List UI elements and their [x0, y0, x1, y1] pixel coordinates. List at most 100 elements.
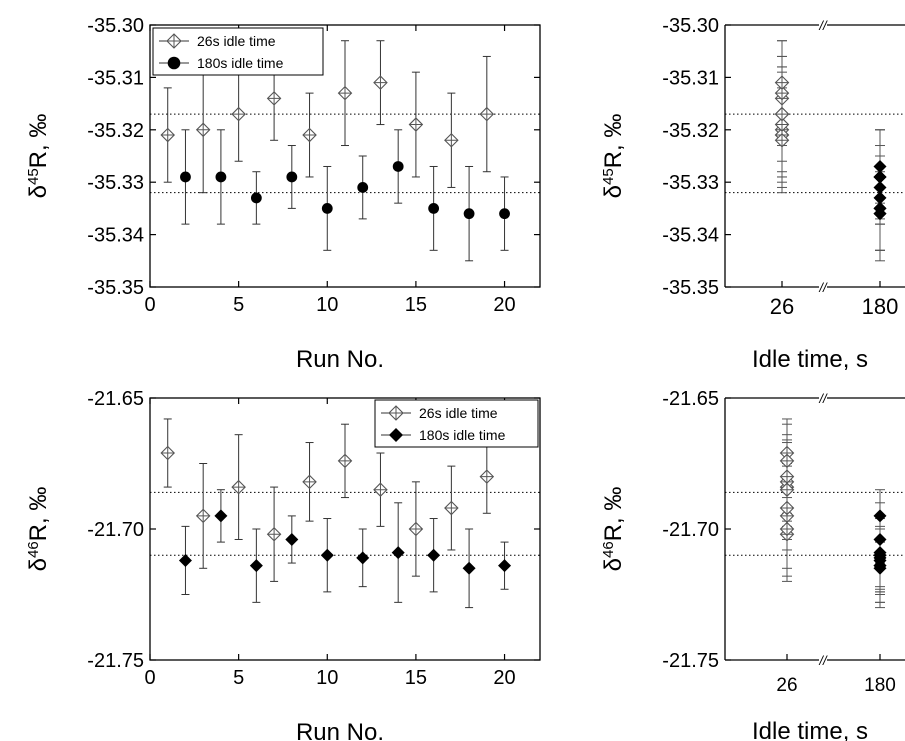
legend-marker: [389, 428, 403, 442]
data-point: [302, 127, 317, 143]
y-tick-label: -21.70: [662, 519, 719, 541]
data-point: [195, 508, 211, 524]
chart-panel-bottom-left: -21.75 -21.70 -21.65 δ46R, ‰ 0 5 10 15 20 Run No.…: [25, 388, 541, 741]
axis-break-mark: //: [818, 280, 828, 295]
data-point: [873, 207, 887, 221]
legend-box: [374, 399, 539, 448]
x-axis-label: Run No.: [296, 719, 384, 741]
data-point: [873, 180, 887, 194]
marker-cross: [232, 480, 246, 494]
data-point: [266, 91, 282, 106]
group-180: [873, 489, 887, 609]
data-point: [779, 508, 795, 524]
marker-cross: [232, 107, 246, 121]
marker-cross: [409, 118, 423, 132]
x-tick-label: 26: [776, 675, 797, 696]
marker-cross: [775, 133, 789, 147]
data-point: [408, 521, 424, 537]
group-180: [873, 129, 887, 262]
data-point: [408, 117, 424, 132]
chart-panel-bottom-right: // // -21.75 -21.70 -21.65 δ46R, ‰ 26 180 Idle t…: [600, 388, 905, 741]
data-point: [774, 133, 790, 148]
data-point: [428, 203, 440, 214]
marker-cross: [303, 475, 317, 489]
marker-cross: [196, 509, 210, 523]
data-point: [779, 453, 795, 469]
axis-break-mark: //: [818, 18, 828, 33]
x-axis-label: Idle time, s: [752, 718, 868, 741]
marker-cross: [373, 76, 387, 90]
marker-cross: [775, 76, 789, 90]
data-point: [285, 532, 299, 546]
data-point: [391, 546, 405, 560]
group-26: [779, 418, 795, 582]
marker-cross: [480, 107, 494, 121]
data-point: [873, 548, 887, 562]
data-point: [195, 122, 211, 138]
data-point: [774, 117, 790, 132]
marker-cross: [444, 133, 458, 147]
marker-cross: [338, 86, 352, 100]
data-point: [266, 526, 282, 542]
legend-label: 180s idle time: [419, 427, 506, 443]
data-point: [214, 509, 228, 523]
y-tick-label: -35.30: [87, 15, 144, 37]
data-point: [249, 559, 263, 573]
data-point: [479, 469, 495, 484]
data-point: [873, 191, 887, 205]
x-tick-label: 0: [144, 667, 155, 689]
data-point: [779, 482, 795, 497]
y-tick-label: -35.33: [87, 172, 144, 194]
x-tick-label: 180: [864, 675, 896, 696]
axis-break-gap: [819, 22, 827, 28]
marker-cross: [303, 128, 317, 142]
data-point: [498, 559, 512, 573]
data-point: [873, 509, 887, 523]
legend: 26s idle time 180s idle time: [374, 399, 539, 448]
data-point: [373, 482, 388, 497]
y-tick-label: -35.31: [662, 67, 719, 89]
data-point: [444, 133, 459, 148]
y-tick-label: -35.32: [87, 120, 144, 142]
marker-cross: [780, 454, 794, 468]
y-tick-label: -35.30: [662, 15, 719, 37]
chart-panel-top-left: -35.35 -35.34 -35.33 -35.32 -35.31 -35.30 δ45R…: [25, 15, 541, 373]
data-point: [779, 469, 795, 484]
data-point: [178, 553, 192, 567]
data-point: [250, 192, 262, 204]
axis-break-gap: [819, 395, 827, 401]
data-point: [180, 171, 191, 183]
data-point: [231, 479, 246, 495]
x-tick-label: 5: [233, 667, 244, 689]
x-tick-label: 0: [144, 294, 155, 316]
data-point: [321, 203, 333, 214]
x-tick-label: 20: [493, 294, 515, 316]
data-point: [779, 500, 795, 516]
marker-cross: [161, 446, 175, 460]
marker-cross: [780, 483, 794, 497]
data-point: [873, 170, 887, 184]
data-point: [463, 208, 475, 220]
y-tick-label: -35.34: [662, 225, 719, 247]
legend-marker: [167, 56, 181, 70]
marker-cross: [161, 128, 175, 142]
legend-marker: [388, 405, 404, 421]
chart-panel-top-right: // // -35.35 -35.34 -35.33 -35.32 -35.31 -35.30…: [600, 15, 905, 373]
data-point: [392, 161, 404, 172]
data-point: [873, 532, 887, 546]
legend-marker: [166, 33, 182, 49]
x-tick-label: 10: [316, 667, 338, 689]
axis-break-mark: //: [818, 653, 828, 668]
series-26s: [160, 40, 495, 194]
legend-label: 26s idle time: [197, 33, 276, 49]
data-point: [873, 559, 887, 573]
legend-box: [152, 27, 324, 76]
x-tick-label: 10: [316, 294, 338, 316]
y-tick-label: -21.75: [662, 650, 719, 672]
data-point: [444, 500, 459, 516]
legend: 26s idle time 180s idle time: [152, 27, 324, 76]
y-tick-label: -21.65: [87, 388, 144, 410]
data-point: [427, 548, 441, 562]
marker-cross: [780, 470, 794, 484]
